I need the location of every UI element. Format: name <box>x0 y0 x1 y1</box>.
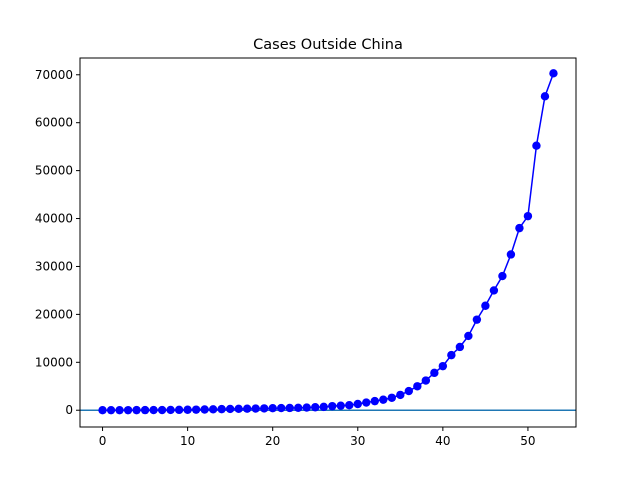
y-ticks: 0 10000 20000 30000 40000 50000 60000 70000 <box>35 68 80 417</box>
data-point <box>98 405 107 415</box>
data-point <box>328 401 337 411</box>
data-point <box>208 405 218 414</box>
data-point <box>455 342 465 352</box>
data-point <box>387 393 397 402</box>
data-point <box>149 405 158 415</box>
y-tick-label: 70000 <box>35 68 73 82</box>
plot-area <box>80 69 576 415</box>
data-point <box>549 69 558 78</box>
data-point <box>540 92 550 101</box>
y-tick-label: 40000 <box>35 212 73 226</box>
data-point <box>277 403 286 413</box>
data-point <box>523 211 533 221</box>
data-point <box>166 405 175 415</box>
data-point <box>396 390 405 400</box>
data-point <box>345 400 354 410</box>
data-point <box>183 405 192 414</box>
data-point <box>532 141 541 150</box>
data-point <box>268 404 277 413</box>
data-point <box>294 403 303 413</box>
data-point <box>515 223 524 233</box>
x-tick-label: 0 <box>99 434 107 448</box>
x-tick-label: 20 <box>265 434 280 448</box>
data-point <box>140 405 150 415</box>
data-point <box>489 286 499 295</box>
data-point <box>481 301 490 310</box>
y-tick-label: 10000 <box>35 355 73 369</box>
data-point <box>234 404 243 413</box>
data-point <box>174 405 184 415</box>
x-tick-label: 50 <box>520 434 535 448</box>
data-point <box>106 405 116 415</box>
data-point <box>353 399 362 409</box>
data-point <box>285 403 294 413</box>
data-point <box>225 404 235 414</box>
data-point <box>379 395 388 404</box>
data-point <box>506 250 516 259</box>
data-point <box>217 404 226 414</box>
y-tick-label: 0 <box>65 403 73 417</box>
data-point <box>319 402 328 412</box>
data-point <box>132 405 141 415</box>
data-point <box>191 405 201 414</box>
data-point <box>362 398 371 407</box>
chart-title: Cases Outside China <box>253 37 403 53</box>
y-tick-label: 50000 <box>35 164 73 178</box>
x-tick-label: 30 <box>350 434 365 448</box>
data-point <box>498 271 507 281</box>
data-point <box>123 405 133 415</box>
x-tick-label: 40 <box>435 434 450 448</box>
data-point <box>157 405 167 415</box>
data-point <box>464 331 473 341</box>
data-point <box>472 315 482 324</box>
data-point <box>311 403 320 412</box>
x-ticks: 0 10 20 30 40 50 <box>99 427 536 448</box>
data-point <box>370 396 379 406</box>
data-point <box>430 368 439 378</box>
y-tick-label: 20000 <box>35 307 73 321</box>
data-point <box>447 350 456 360</box>
y-tick-label: 30000 <box>35 259 73 273</box>
data-point <box>242 404 252 413</box>
data-point <box>438 361 448 371</box>
data-point <box>259 404 269 413</box>
data-point <box>200 405 209 414</box>
data-point <box>404 386 414 396</box>
data-point <box>413 382 422 391</box>
axes-frame <box>79 57 577 428</box>
data-point <box>336 401 345 410</box>
data-point <box>115 405 124 415</box>
data-point <box>251 404 260 413</box>
data-point <box>302 403 311 412</box>
y-tick-label: 60000 <box>35 116 73 130</box>
x-tick-label: 10 <box>180 434 195 448</box>
data-point <box>421 376 431 385</box>
